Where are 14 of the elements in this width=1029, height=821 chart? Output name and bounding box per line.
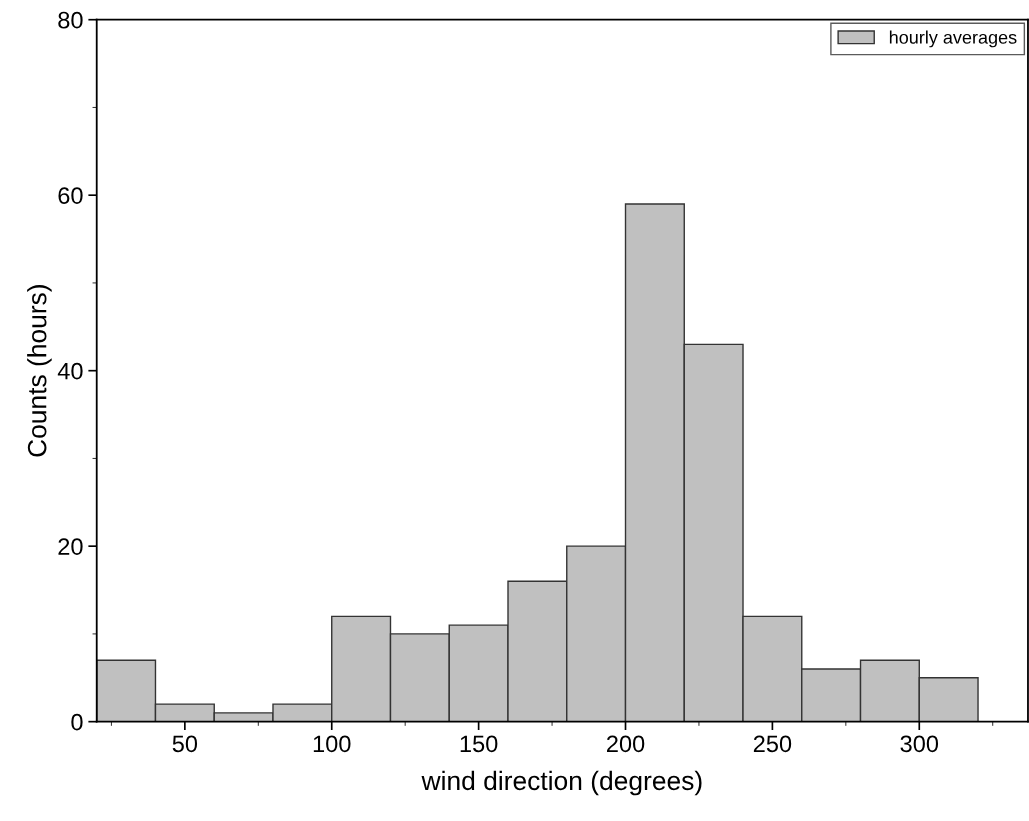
y-tick-label: 40 [57, 362, 83, 380]
x-tick-label: 300 [900, 735, 939, 753]
y-tick-label: 0 [71, 713, 83, 731]
y-tick-label: 60 [58, 187, 83, 204]
x-tick-label: 150 [460, 735, 498, 753]
x-tick-label: 50 [172, 735, 198, 753]
x-tick-label: 200 [607, 735, 645, 753]
y-tick-label: 80 [58, 11, 83, 29]
x-tick-label: 100 [313, 735, 351, 753]
x-axis-title: wind direction (degrees) [421, 770, 702, 796]
x-tick-label: 250 [753, 735, 792, 753]
legend-label: hourly averages [889, 30, 1017, 48]
y-tick-label: 20 [58, 538, 83, 555]
y-axis-title: Counts (hours) [27, 285, 52, 457]
